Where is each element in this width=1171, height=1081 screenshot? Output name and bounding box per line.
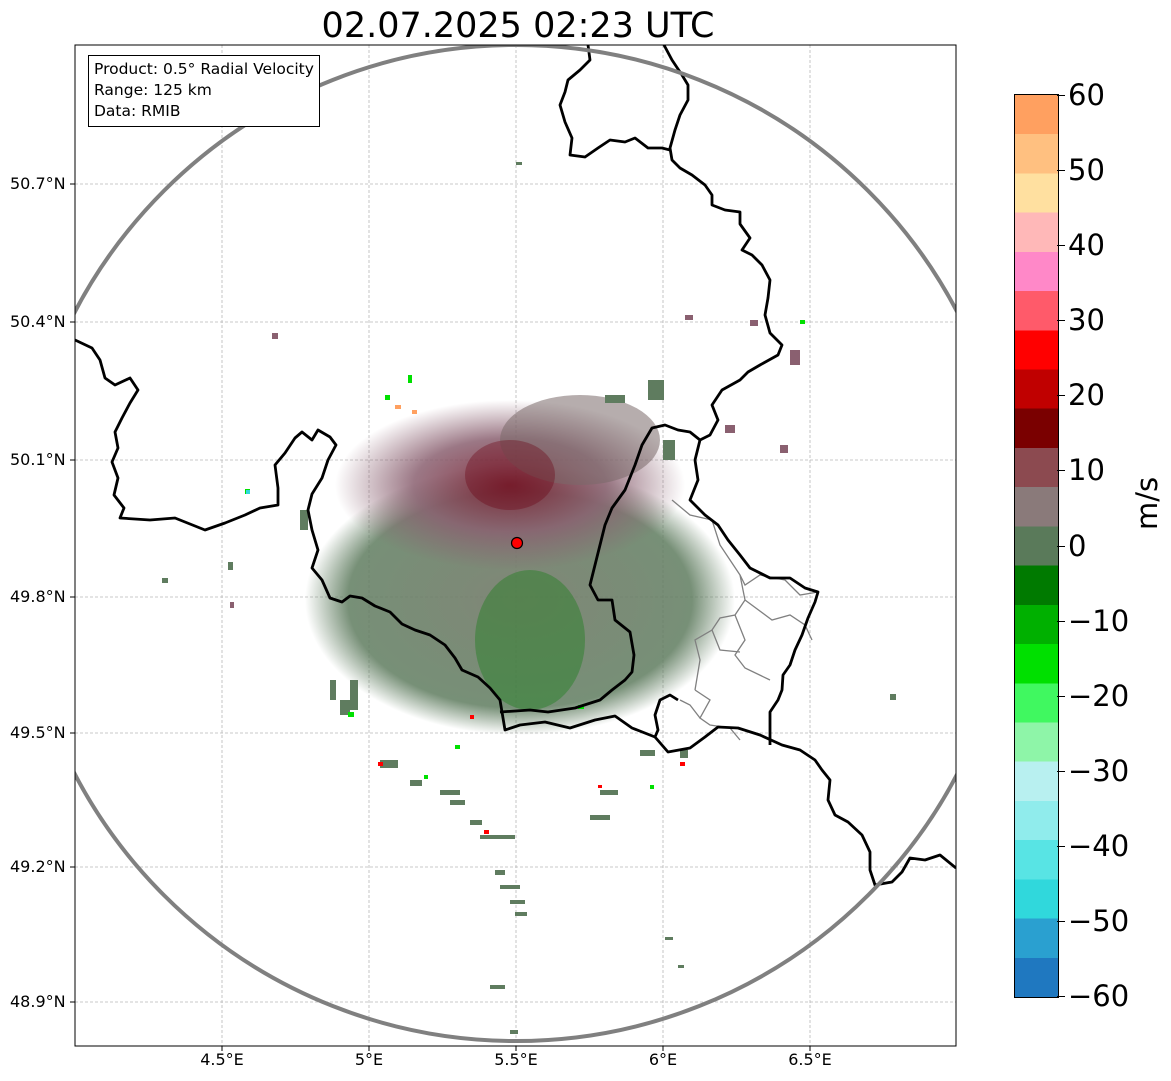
y-tick-label: 49.5°N — [10, 723, 66, 742]
colorbar-tick-label: 10 — [1068, 453, 1105, 487]
y-tick-label: 50.1°N — [10, 450, 66, 469]
colorbar-tick — [1057, 320, 1065, 321]
y-tick-label: 50.4°N — [10, 312, 66, 331]
range-ring — [75, 45, 956, 1043]
colorbar-tick-label: 30 — [1068, 303, 1105, 337]
colorbar-tick-label: −10 — [1068, 604, 1130, 638]
map-title: 02.07.2025 02:23 UTC — [321, 6, 715, 46]
colorbar-tick-label: 40 — [1068, 228, 1105, 262]
national-borders — [75, 45, 956, 887]
colorbar-tick — [1057, 996, 1065, 997]
radar-echoes — [162, 162, 896, 1034]
colorbar-tick — [1057, 696, 1065, 697]
colorbar-tick-label: 50 — [1068, 153, 1105, 187]
colorbar-tick-label: 20 — [1068, 378, 1105, 412]
velocity-colorbar — [1014, 94, 1059, 998]
x-tick-label: 5°E — [354, 1050, 384, 1069]
colorbar-tick — [1057, 846, 1065, 847]
colorbar-tick-label: 60 — [1068, 78, 1105, 112]
data-source-label: Data: RMIB — [94, 102, 181, 120]
product-label: Product: 0.5° Radial Velocity — [94, 60, 314, 78]
colorbar-tick-label: 0 — [1068, 529, 1087, 563]
colorbar-tick — [1057, 170, 1065, 171]
colorbar-tick-label: −30 — [1068, 754, 1130, 788]
colorbar-tick — [1057, 470, 1065, 471]
colorbar-tick — [1057, 245, 1065, 246]
product-info-box: Product: 0.5° Radial Velocity Range: 125… — [88, 55, 320, 127]
y-tick-label: 49.2°N — [10, 857, 66, 876]
belgian-province-boundaries — [671, 499, 819, 741]
colorbar-tick — [1057, 921, 1065, 922]
y-tick-label: 48.9°N — [10, 992, 66, 1011]
colorbar-tick-label: −20 — [1068, 679, 1130, 713]
colorbar-tick — [1057, 771, 1065, 772]
colorbar-tick-label: −40 — [1068, 829, 1130, 863]
colorbar-tick — [1057, 395, 1065, 396]
colorbar-tick-label: −50 — [1068, 904, 1130, 938]
radar-site-marker — [510, 536, 524, 550]
x-tick-label: 5.5°E — [494, 1050, 538, 1069]
x-tick-label: 6°E — [648, 1050, 678, 1069]
colorbar-tick — [1057, 95, 1065, 96]
colorbar-unit-label: m/s — [1130, 476, 1164, 530]
colorbar-tick-label: −60 — [1068, 979, 1130, 1013]
range-label: Range: 125 km — [94, 81, 212, 99]
colorbar-tick — [1057, 546, 1065, 547]
axis-ticks — [70, 183, 811, 1051]
y-tick-label: 50.7°N — [10, 174, 66, 193]
colorbar-tick — [1057, 621, 1065, 622]
x-tick-label: 4.5°E — [200, 1050, 244, 1069]
x-tick-label: 6.5°E — [788, 1050, 832, 1069]
y-tick-label: 49.8°N — [10, 587, 66, 606]
